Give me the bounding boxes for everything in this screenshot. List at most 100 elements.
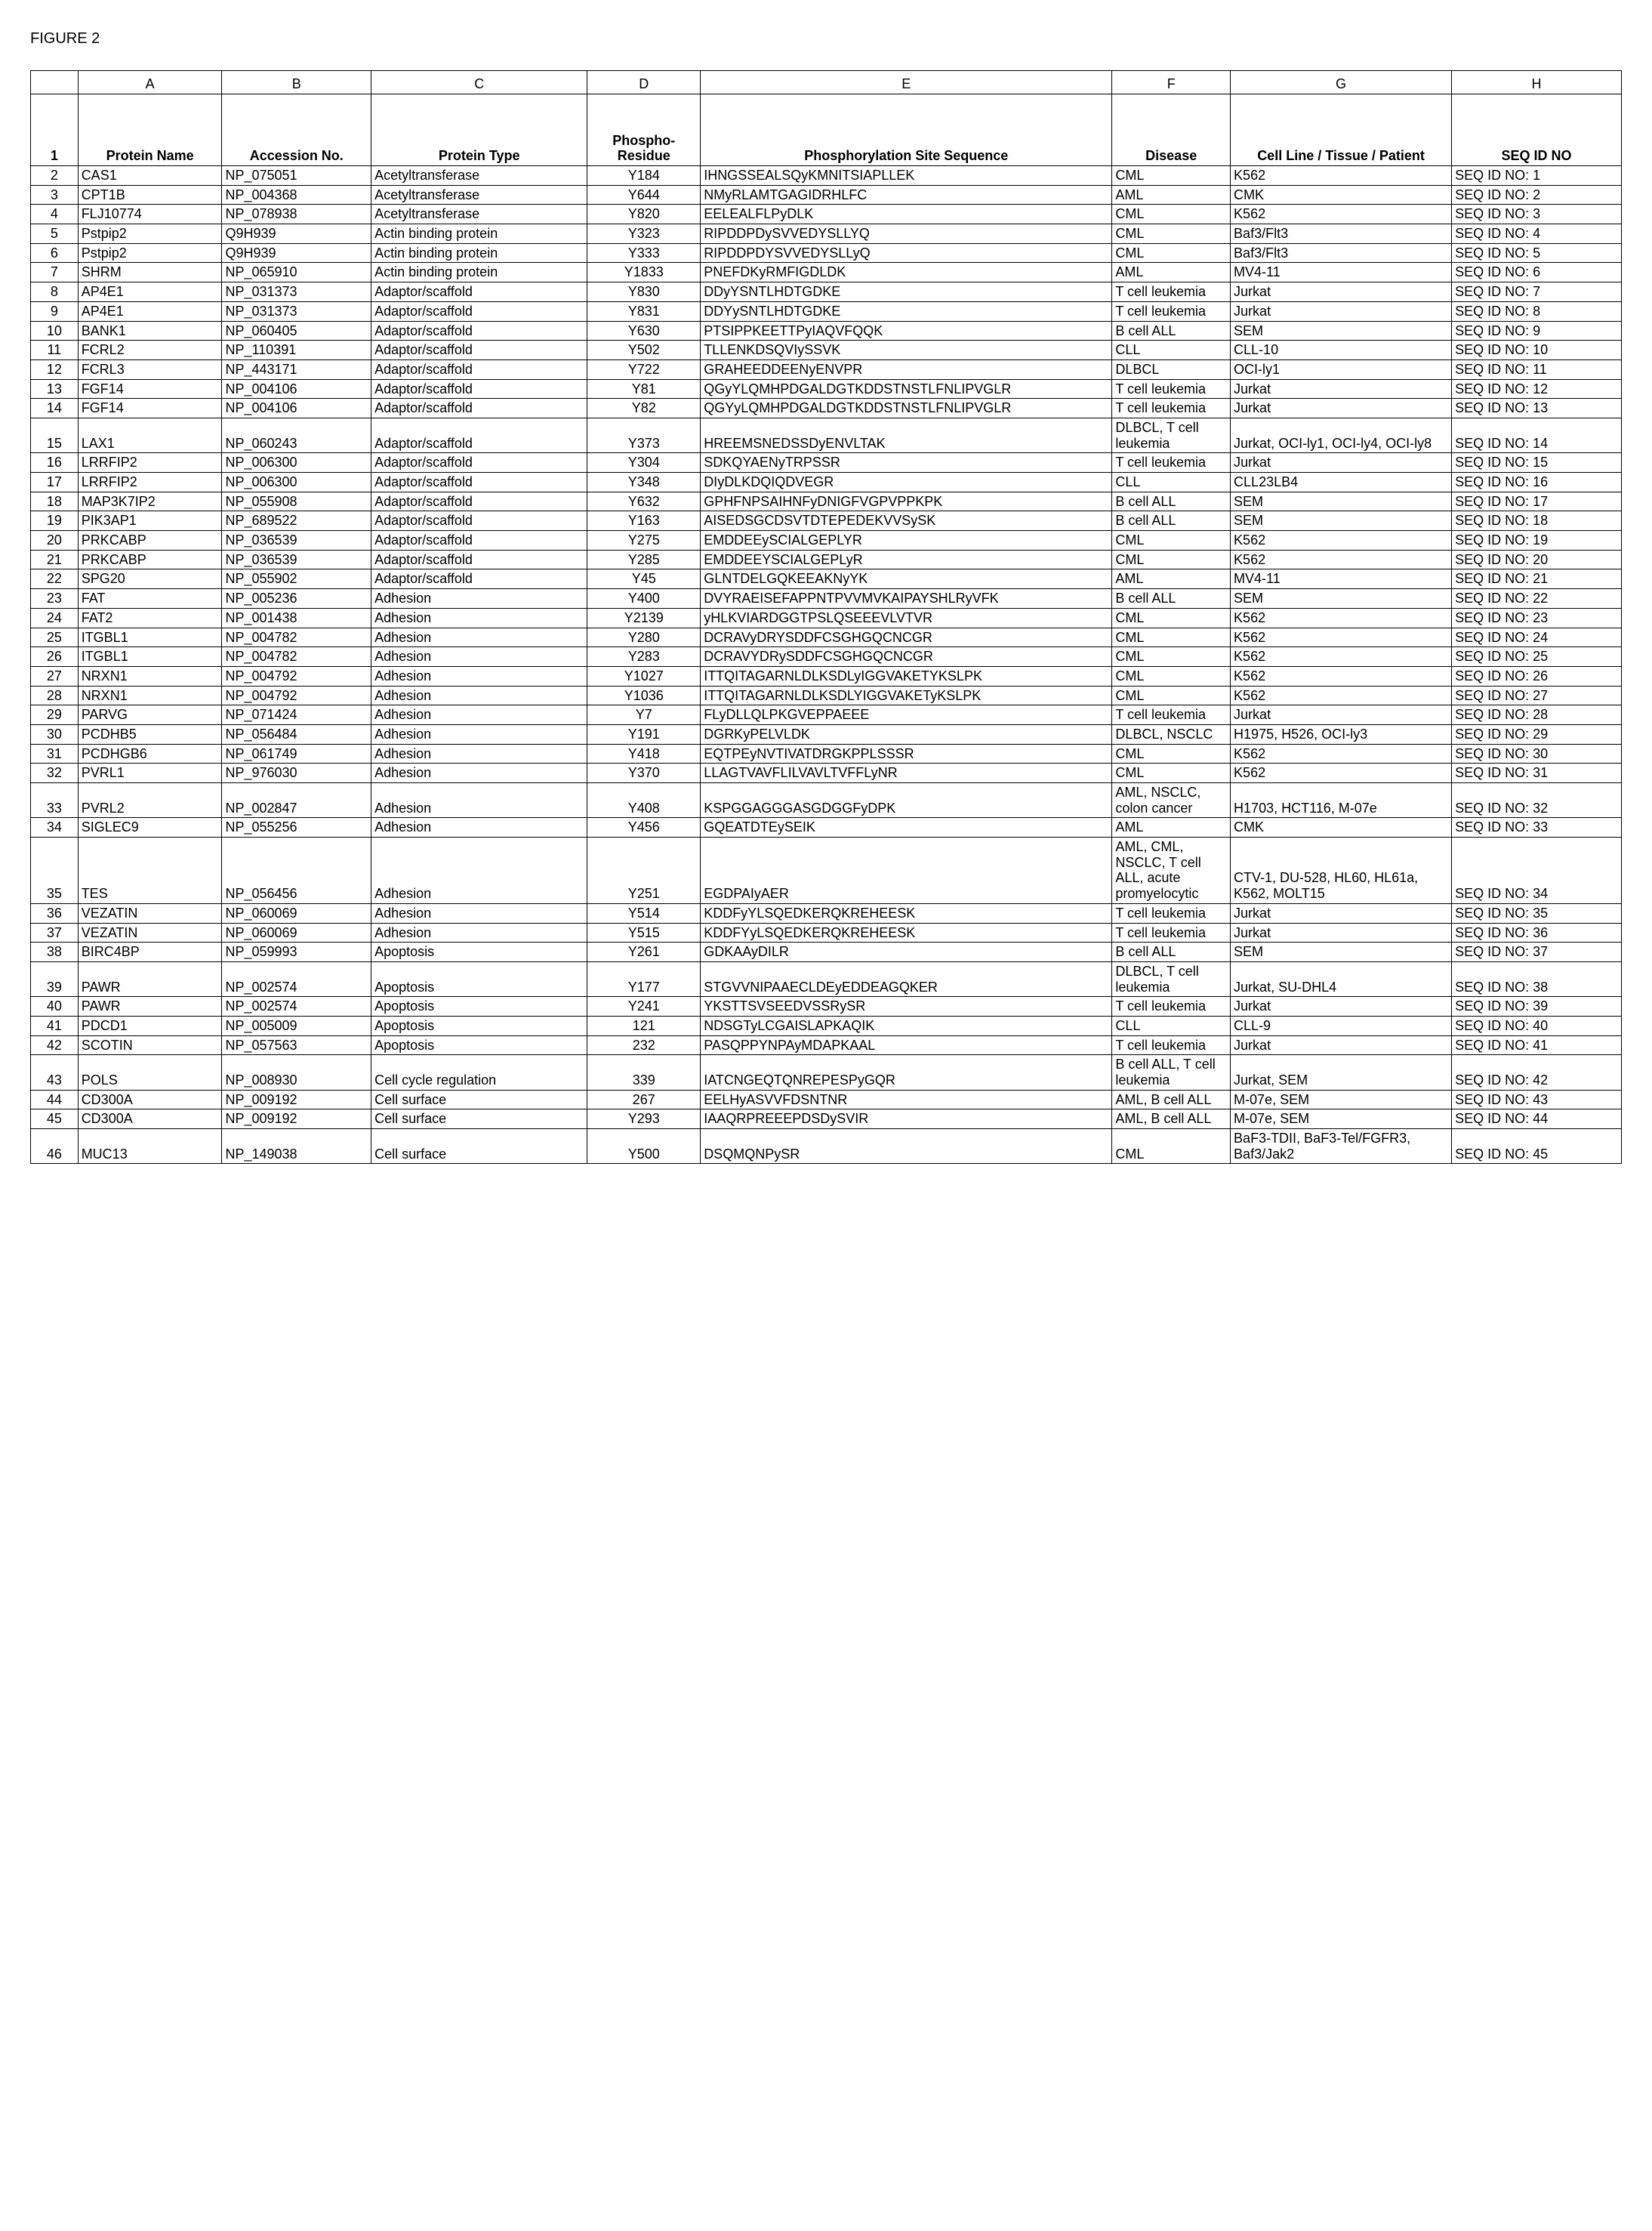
- protein-type: Acetyltransferase: [371, 205, 587, 224]
- protein-name: FGF14: [78, 399, 222, 418]
- accession: NP_110391: [222, 341, 371, 360]
- disease: CML: [1112, 205, 1231, 224]
- table-row: 34SIGLEC9NP_055256AdhesionY456GQEATDTEyS…: [31, 818, 1622, 838]
- disease: CML: [1112, 243, 1231, 263]
- accession: NP_031373: [222, 282, 371, 302]
- protein-name: PAWR: [78, 961, 222, 996]
- protein-type: Adhesion: [371, 589, 587, 609]
- protein-name: PRKCABP: [78, 550, 222, 569]
- cell-line: Baf3/Flt3: [1231, 243, 1452, 263]
- row-num: 26: [31, 647, 79, 667]
- row-num: 44: [31, 1090, 79, 1109]
- col-b: B: [222, 71, 371, 94]
- accession: NP_443171: [222, 359, 371, 379]
- table-row: 32PVRL1NP_976030AdhesionY370LLAGTVAVFLIL…: [31, 764, 1622, 783]
- protein-type: Adaptor/scaffold: [371, 511, 587, 531]
- sequence: QGYyLQMHPDGALDGTKDDSTNSTLFNLIPVGLR: [701, 399, 1112, 418]
- protein-name: CAS1: [78, 166, 222, 186]
- seq-id: SEQ ID NO: 34: [1452, 838, 1622, 904]
- cell-line: SEM: [1231, 943, 1452, 962]
- disease: CML: [1112, 550, 1231, 569]
- figure-label: FIGURE 2: [30, 30, 1622, 48]
- protein-type: Actin binding protein: [371, 263, 587, 282]
- seq-id: SEQ ID NO: 45: [1452, 1129, 1622, 1164]
- protein-name: CD300A: [78, 1109, 222, 1129]
- phospho-residue: Y348: [587, 473, 701, 492]
- phospho-residue: Y285: [587, 550, 701, 569]
- disease: B cell ALL: [1112, 511, 1231, 531]
- seq-id: SEQ ID NO: 33: [1452, 818, 1622, 838]
- cell-line: Jurkat: [1231, 453, 1452, 473]
- accession: NP_060069: [222, 923, 371, 943]
- phospho-residue: Y7: [587, 705, 701, 725]
- row-num: 4: [31, 205, 79, 224]
- table-row: 41PDCD1NP_005009Apoptosis121NDSGTyLCGAIS…: [31, 1016, 1622, 1035]
- disease: T cell leukemia: [1112, 705, 1231, 725]
- row-num: 21: [31, 550, 79, 569]
- protein-type: Cell surface: [371, 1109, 587, 1129]
- sequence: ITTQITAGARNLDLKSDLYIGGVAKETyKSLPK: [701, 686, 1112, 705]
- phospho-residue: Y251: [587, 838, 701, 904]
- protein-type: Acetyltransferase: [371, 185, 587, 205]
- seq-id: SEQ ID NO: 27: [1452, 686, 1622, 705]
- cell-line: OCI-ly1: [1231, 359, 1452, 379]
- protein-name: MUC13: [78, 1129, 222, 1164]
- row-num: 17: [31, 473, 79, 492]
- protein-type: Adhesion: [371, 764, 587, 783]
- hdr-accession: Accession No.: [222, 94, 371, 166]
- protein-name: FAT2: [78, 608, 222, 628]
- table-row: 39PAWRNP_002574ApoptosisY177STGVVNIPAAEC…: [31, 961, 1622, 996]
- disease: CML: [1112, 666, 1231, 686]
- sequence: GPHFNPSAIHNFyDNIGFVGPVPPKPK: [701, 492, 1112, 511]
- col-blank: [31, 71, 79, 94]
- disease: CML: [1112, 608, 1231, 628]
- sequence: DDyYSNTLHDTGDKE: [701, 282, 1112, 302]
- disease: DLBCL: [1112, 359, 1231, 379]
- row-num: 41: [31, 1016, 79, 1035]
- phospho-residue: Y333: [587, 243, 701, 263]
- protein-type: Adaptor/scaffold: [371, 359, 587, 379]
- protein-name: PCDHB5: [78, 724, 222, 744]
- protein-type: Apoptosis: [371, 961, 587, 996]
- table-row: 44CD300ANP_009192Cell surface267EELHyASV…: [31, 1090, 1622, 1109]
- disease: T cell leukemia: [1112, 1035, 1231, 1055]
- protein-name: ITGBL1: [78, 647, 222, 667]
- sequence: EELHyASVVFDSNTNR: [701, 1090, 1112, 1109]
- cell-line: Jurkat: [1231, 379, 1452, 399]
- disease: CML: [1112, 647, 1231, 667]
- protein-name: FCRL2: [78, 341, 222, 360]
- row-num: 14: [31, 399, 79, 418]
- sequence: IHNGSSEALSQyKMNITSIAPLLEK: [701, 166, 1112, 186]
- accession: NP_976030: [222, 764, 371, 783]
- protein-type: Acetyltransferase: [371, 166, 587, 186]
- sequence: RIPDDPDYSVVEDYSLLyQ: [701, 243, 1112, 263]
- col-f: F: [1112, 71, 1231, 94]
- phospho-residue: Y82: [587, 399, 701, 418]
- table-row: 40PAWRNP_002574ApoptosisY241YKSTTSVSEEDV…: [31, 997, 1622, 1017]
- accession: NP_055908: [222, 492, 371, 511]
- table-row: 16LRRFIP2NP_006300Adaptor/scaffoldY304SD…: [31, 453, 1622, 473]
- accession: NP_055902: [222, 569, 371, 589]
- protein-type: Adaptor/scaffold: [371, 418, 587, 452]
- row-num: 13: [31, 379, 79, 399]
- protein-name: TES: [78, 838, 222, 904]
- hdr-phospho-residue: Phospho-Residue: [587, 94, 701, 166]
- cell-line: Jurkat: [1231, 705, 1452, 725]
- cell-line: Jurkat: [1231, 903, 1452, 923]
- protein-name: PDCD1: [78, 1016, 222, 1035]
- accession: NP_006300: [222, 453, 371, 473]
- row-num: 25: [31, 628, 79, 647]
- disease: DLBCL, NSCLC: [1112, 724, 1231, 744]
- phospho-residue: Y293: [587, 1109, 701, 1129]
- protein-name: FLJ10774: [78, 205, 222, 224]
- phospho-residue: Y323: [587, 224, 701, 244]
- accession: NP_061749: [222, 744, 371, 764]
- sequence: yHLKVIARDGGTPSLQSEEEVLVTVR: [701, 608, 1112, 628]
- cell-line: Jurkat: [1231, 301, 1452, 321]
- seq-id: SEQ ID NO: 8: [1452, 301, 1622, 321]
- phospho-residue: Y163: [587, 511, 701, 531]
- cell-line: CLL-9: [1231, 1016, 1452, 1035]
- seq-id: SEQ ID NO: 9: [1452, 321, 1622, 341]
- phospho-residue: Y275: [587, 531, 701, 551]
- disease: CML: [1112, 224, 1231, 244]
